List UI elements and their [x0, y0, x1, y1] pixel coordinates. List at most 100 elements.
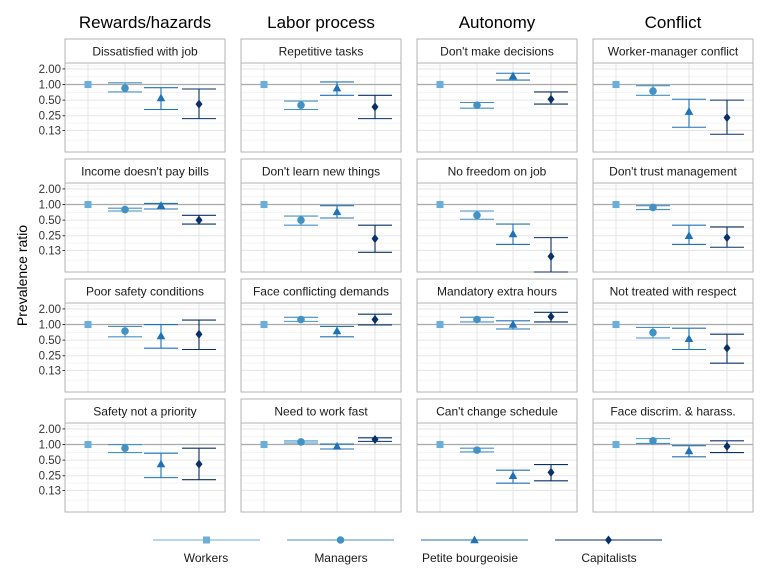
y-tick-label: 0.25: [39, 231, 61, 243]
column-header: Conflict: [645, 13, 702, 32]
facet-panel: Can't change schedule: [416, 398, 578, 513]
facet-panel: Don't trust management: [592, 158, 754, 273]
data-point: [547, 312, 555, 322]
y-tick-label: 0.50: [39, 215, 61, 227]
data-point: [84, 201, 92, 209]
panel-border: [416, 398, 578, 513]
data-point: [121, 327, 129, 335]
y-tick-label: 1.00: [39, 440, 61, 452]
data-point: [684, 107, 694, 115]
panel-border: [592, 398, 754, 513]
y-tick-label: 2.00: [39, 304, 61, 316]
panel-border: [416, 278, 578, 393]
data-point: [332, 83, 342, 92]
data-point: [508, 320, 518, 328]
facet-panel: No freedom on job: [416, 158, 578, 273]
panel-border: [240, 158, 402, 273]
facet-title: Dissatisfied with job: [92, 45, 198, 59]
facet-title: Mandatory extra hours: [437, 285, 557, 299]
facet-panel: Don't make decisions: [416, 38, 578, 153]
data-point: [508, 471, 518, 479]
data-point: [547, 94, 555, 104]
facet-panel: Worker-manager conflict: [592, 38, 754, 153]
facet-panel: Dissatisfied with job: [64, 38, 226, 153]
legend-label: Capitalists: [581, 551, 636, 565]
data-point: [723, 113, 731, 123]
data-point: [260, 321, 268, 329]
y-tick-label: 0.13: [39, 245, 61, 257]
legend-item: Capitalists: [555, 535, 662, 565]
data-point: [723, 343, 731, 353]
data-point: [684, 446, 694, 455]
y-tick-label: 0.13: [39, 365, 61, 377]
data-point: [436, 321, 444, 329]
y-tick-label: 0.25: [39, 471, 61, 483]
legend-label: Managers: [314, 551, 367, 565]
facet-panel: Safety not a priority: [64, 398, 226, 513]
legend-key-marker: [605, 535, 612, 545]
data-point: [195, 329, 203, 339]
facet-panel: Not treated with respect: [592, 278, 754, 393]
facet-title: Worker-manager conflict: [608, 45, 739, 59]
data-point: [684, 231, 694, 239]
facet-title: Poor safety conditions: [86, 285, 204, 299]
column-header: Labor process: [267, 13, 375, 32]
facet-title: Don't make decisions: [440, 45, 554, 59]
facet-title: Don't learn new things: [262, 165, 380, 179]
facet-title: Need to work fast: [274, 405, 368, 419]
data-point: [156, 93, 166, 102]
facet-title: Can't change schedule: [436, 405, 558, 419]
data-point: [260, 201, 268, 209]
data-point: [297, 438, 305, 446]
data-point: [195, 215, 203, 225]
data-point: [156, 201, 166, 209]
data-point: [508, 229, 518, 238]
facet-strip: [592, 158, 754, 184]
y-tick-label: 0.25: [39, 351, 61, 363]
facet-panel: Repetitive tasks: [240, 38, 402, 153]
data-point: [649, 436, 657, 445]
data-point: [508, 71, 518, 80]
panel-border: [240, 398, 402, 513]
panel-border: [64, 398, 226, 513]
panel-border: [416, 158, 578, 273]
facet-panel: Don't learn new things: [240, 158, 402, 273]
data-point: [84, 81, 92, 89]
column-header: Rewards/hazards: [79, 13, 211, 32]
data-point: [260, 81, 268, 89]
data-point: [612, 321, 620, 329]
data-point: [436, 201, 444, 209]
panel-border: [592, 278, 754, 393]
facet-panel: Face conflicting demands: [240, 278, 402, 393]
facet-title: Safety not a priority: [93, 405, 196, 419]
data-point: [156, 331, 166, 340]
column-header: Autonomy: [459, 13, 536, 32]
panel-border: [592, 38, 754, 153]
facet-title: Not treated with respect: [610, 285, 737, 299]
data-point: [297, 315, 305, 324]
panel-border: [592, 158, 754, 273]
data-point: [436, 441, 444, 449]
facet-panel: Poor safety conditions: [64, 278, 226, 393]
panel-border: [240, 38, 402, 153]
data-point: [649, 328, 657, 337]
facet-title: Income doesn't pay bills: [81, 165, 209, 179]
legend-key-marker: [336, 536, 345, 544]
facet-panel: Mandatory extra hours: [416, 278, 578, 393]
y-axis-label: Prevalence ratio: [14, 225, 30, 326]
data-point: [156, 459, 166, 468]
facet-panel: Face discrim. & harass.: [592, 398, 754, 513]
data-point: [436, 81, 444, 89]
data-point: [195, 99, 203, 109]
data-point: [332, 441, 342, 450]
legend-item: Workers: [153, 536, 260, 565]
data-point: [547, 251, 555, 261]
facet-panel: Need to work fast: [240, 398, 402, 513]
facet-title: Repetitive tasks: [279, 45, 364, 59]
y-tick-label: 2.00: [39, 64, 61, 76]
data-point: [547, 467, 555, 477]
data-point: [332, 326, 342, 335]
y-tick-label: 2.00: [39, 184, 61, 196]
panel-border: [416, 38, 578, 153]
